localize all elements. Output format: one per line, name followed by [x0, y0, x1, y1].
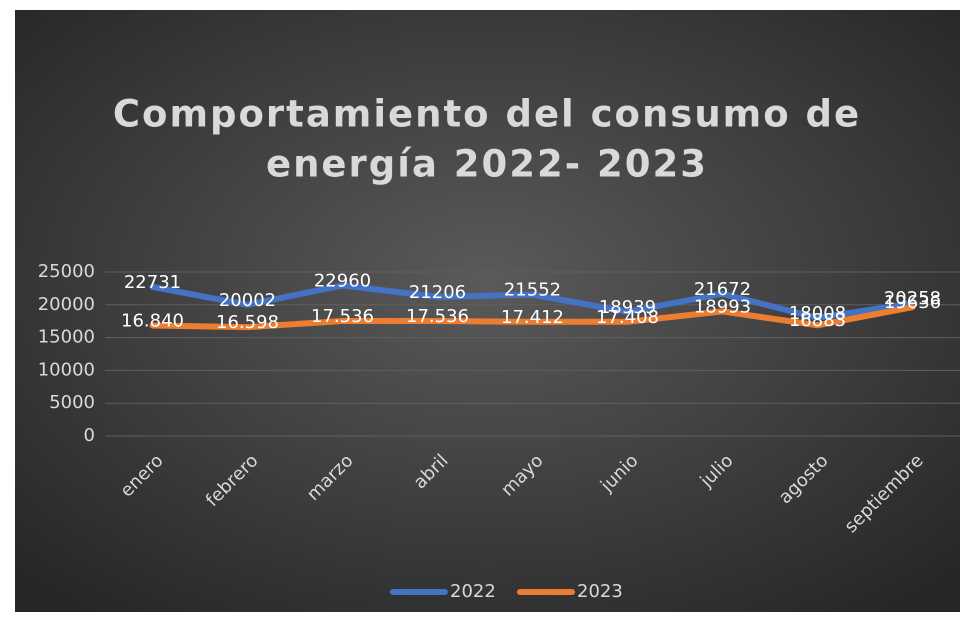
data-label: 17.408 — [596, 307, 659, 328]
legend-label: 2023 — [577, 581, 623, 602]
data-label: 18993 — [694, 296, 751, 317]
data-label: 20002 — [219, 290, 276, 311]
y-tick-label: 10000 — [38, 359, 95, 380]
legend-label: 2022 — [450, 581, 496, 602]
data-label: 21206 — [409, 282, 466, 303]
data-label: 20258 — [884, 288, 941, 309]
y-tick-label: 0 — [84, 425, 95, 446]
chart-title: energía 2022- 2023 — [266, 143, 708, 186]
chart-title: Comportamiento del consumo de — [113, 93, 861, 136]
data-label: 18939 — [599, 297, 656, 318]
y-tick-label: 5000 — [49, 392, 95, 413]
y-tick-label: 15000 — [38, 327, 95, 348]
data-label: 17.412 — [501, 307, 564, 328]
y-tick-label: 25000 — [38, 261, 95, 282]
data-label: 16883 — [789, 310, 846, 331]
series-line — [149, 282, 916, 321]
data-label: 21672 — [694, 279, 751, 300]
data-label: 16.598 — [216, 312, 279, 333]
series-line — [149, 304, 916, 331]
data-label: 22731 — [124, 272, 181, 293]
data-label: 17.536 — [311, 306, 374, 327]
data-label: 22960 — [314, 270, 371, 291]
data-label: 21552 — [504, 280, 561, 301]
y-tick-label: 20000 — [38, 294, 95, 315]
data-label: 18008 — [789, 303, 846, 324]
data-label: 19636 — [884, 292, 941, 313]
data-label: 16.840 — [121, 311, 184, 332]
data-label: 17.536 — [406, 306, 469, 327]
